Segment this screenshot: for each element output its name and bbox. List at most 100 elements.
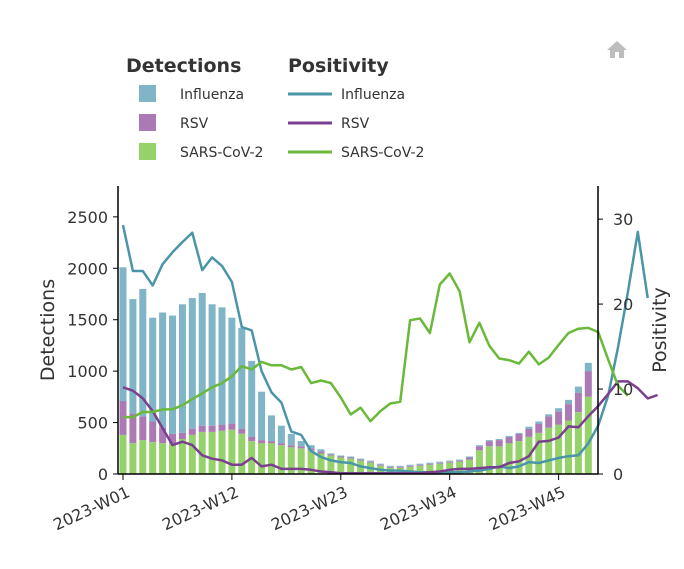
bar-sars-cov-2-21: [317, 453, 325, 474]
bar-influenza-12: [228, 317, 236, 424]
bar-rsv-42: [525, 428, 533, 437]
bar-rsv-29: [396, 466, 404, 468]
x-tick-2023-W45: 2023-W45: [486, 482, 568, 534]
bar-rsv-4: [149, 421, 157, 443]
y-tick-right-20: 20: [613, 295, 633, 314]
legend-label-sars-bar: SARS-CoV-2: [180, 145, 263, 161]
x-tick-2023-W34: 2023-W34: [377, 482, 459, 534]
bar-rsv-6: [169, 433, 176, 444]
bar-rsv-16: [268, 441, 275, 444]
y-axis-title-left: Detections: [37, 279, 59, 381]
bar-influenza-21: [317, 449, 325, 452]
bar-rsv-36: [466, 457, 473, 460]
bar-influenza-29: [396, 465, 404, 467]
bar-sars-cov-2-2: [129, 443, 137, 474]
bar-sars-cov-2-43: [535, 432, 543, 474]
bar-influenza-35: [456, 459, 464, 461]
bar-influenza-45: [555, 408, 563, 412]
home-icon[interactable]: [607, 41, 627, 58]
bar-rsv-33: [436, 462, 444, 464]
y-tick-right-0: 0: [613, 465, 623, 484]
bar-influenza-30: [406, 464, 414, 466]
bar-influenza-2: [129, 299, 137, 414]
y-tick-left-2500: 2500: [67, 208, 108, 227]
bar-influenza-9: [198, 293, 206, 426]
legend-swatch-influenza-bar: [139, 85, 156, 102]
bar-rsv-17: [277, 443, 285, 446]
legend-title-detections: Detections: [126, 55, 241, 77]
bar-rsv-48: [584, 371, 592, 397]
bar-influenza-42: [525, 426, 533, 429]
bar-sars-cov-2-24: [347, 458, 355, 474]
bar-rsv-27: [376, 464, 384, 466]
bar-influenza-40: [505, 435, 513, 437]
bar-sars-cov-2-40: [505, 443, 513, 474]
bar-rsv-19: [297, 446, 305, 449]
legend-swatch-sars-bar: [139, 143, 156, 160]
bar-influenza-13: [238, 327, 246, 429]
bar-rsv-46: [565, 404, 572, 421]
bar-influenza-25: [357, 458, 365, 460]
bar-rsv-13: [238, 428, 246, 434]
bar-rsv-7: [178, 432, 186, 440]
bar-sars-cov-2-32: [426, 464, 434, 474]
bars-group: [119, 267, 592, 474]
bar-rsv-38: [485, 441, 493, 447]
bar-sars-cov-2-13: [238, 433, 246, 474]
bar-influenza-31: [416, 463, 424, 465]
bar-rsv-40: [505, 437, 513, 444]
bar-rsv-15: [258, 440, 266, 444]
bar-rsv-3: [139, 416, 147, 441]
bar-rsv-8: [188, 428, 196, 435]
legend-label-influenza-line: Influenza: [341, 87, 405, 103]
bar-influenza-16: [268, 415, 275, 442]
legend-swatch-rsv-bar: [139, 114, 156, 131]
legend-label-influenza-bar: Influenza: [180, 87, 244, 103]
line-sars-cov-2: [123, 272, 629, 423]
bar-rsv-21: [317, 451, 325, 454]
y-tick-right-10: 10: [613, 380, 633, 399]
bar-influenza-20: [307, 445, 315, 449]
bar-sars-cov-2-44: [545, 427, 553, 474]
bar-influenza-1: [119, 267, 127, 401]
bar-sars-cov-2-41: [515, 441, 523, 474]
lines-group: [121, 224, 659, 475]
bar-influenza-11: [218, 307, 226, 425]
bar-rsv-43: [535, 423, 543, 433]
bar-sars-cov-2-39: [495, 446, 503, 474]
bar-sars-cov-2-15: [258, 443, 266, 474]
bar-rsv-47: [574, 392, 582, 413]
bar-sars-cov-2-11: [218, 430, 226, 474]
bar-rsv-44: [545, 416, 553, 428]
bar-influenza-47: [574, 386, 582, 393]
bar-sars-cov-2-36: [466, 459, 473, 474]
legend-label-rsv-line: RSV: [341, 116, 370, 132]
bar-rsv-30: [406, 465, 414, 467]
bar-influenza-10: [208, 304, 216, 426]
bar-rsv-22: [327, 454, 335, 456]
x-tick-2023-W01: 2023-W01: [50, 482, 132, 534]
bar-influenza-48: [584, 362, 592, 372]
bar-rsv-37: [475, 446, 483, 451]
bar-sars-cov-2-3: [139, 440, 147, 474]
bar-sars-cov-2-34: [446, 462, 454, 474]
bar-rsv-5: [159, 427, 167, 444]
bar-influenza-15: [258, 391, 266, 440]
bar-rsv-26: [367, 461, 374, 463]
bar-sars-cov-2-12: [228, 429, 236, 474]
bar-sars-cov-2-22: [327, 455, 335, 474]
bar-sars-cov-2-1: [119, 434, 127, 474]
bar-influenza-8: [188, 298, 196, 429]
y-tick-left-500: 500: [77, 414, 108, 433]
bar-influenza-14: [248, 360, 256, 437]
bar-influenza-23: [337, 455, 345, 457]
bar-influenza-24: [347, 456, 355, 458]
bar-influenza-17: [277, 425, 285, 444]
bar-sars-cov-2-5: [159, 443, 167, 474]
bar-sars-cov-2-47: [574, 412, 582, 474]
bar-influenza-5: [159, 312, 167, 428]
legend-title-positivity: Positivity: [288, 55, 389, 77]
bar-sars-cov-2-17: [277, 445, 285, 474]
bar-sars-cov-2-18: [287, 447, 295, 474]
